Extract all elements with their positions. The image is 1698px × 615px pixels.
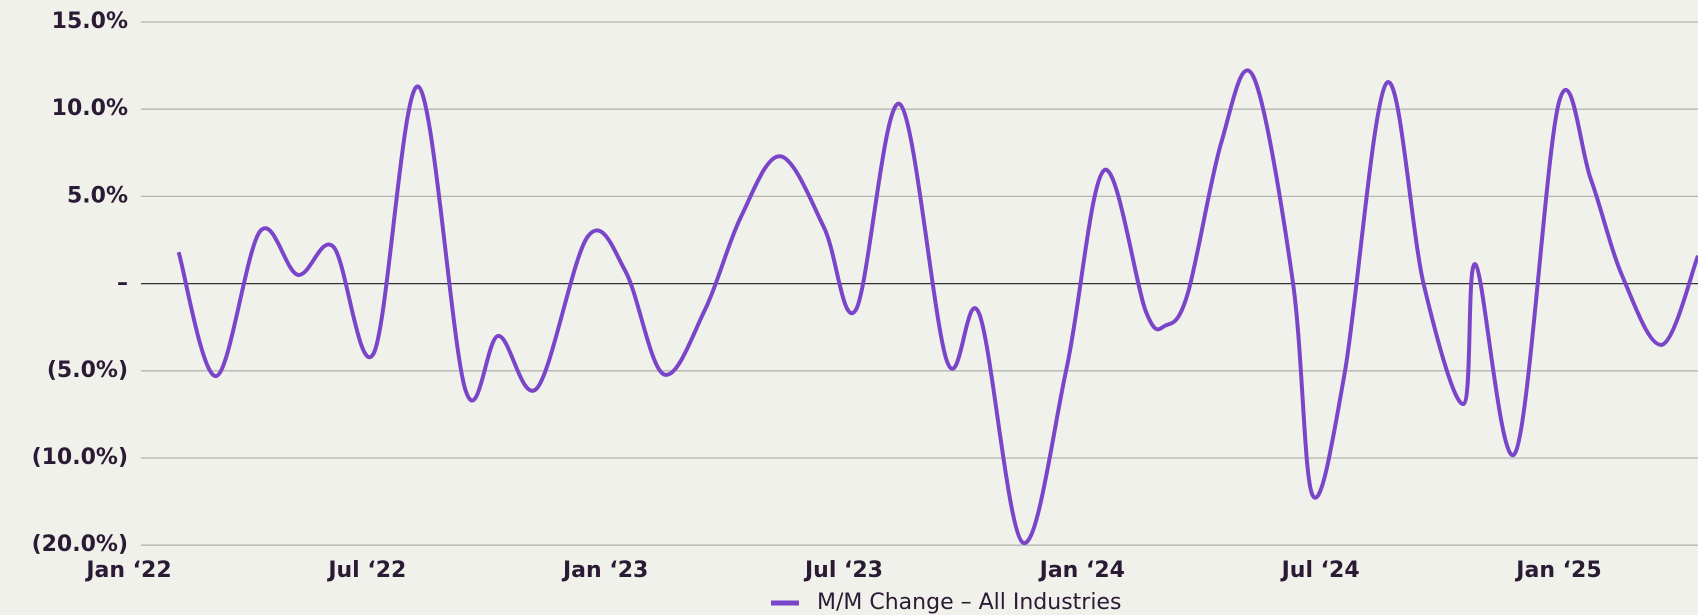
y-tick-label: 15.0%: [52, 9, 128, 34]
x-tick-label: Jan ‘22: [84, 558, 171, 583]
x-tick-label: Jul ‘23: [803, 558, 883, 583]
y-tick-label: –: [117, 271, 128, 296]
legend-label: M/M Change – All Industries: [817, 590, 1121, 615]
x-tick-label: Jan ‘25: [1514, 558, 1601, 583]
x-tick-label: Jul ‘22: [326, 558, 406, 583]
x-tick-label: Jan ‘23: [561, 558, 648, 583]
y-tick-label: (5.0%): [47, 358, 128, 383]
x-tick-label: Jan ‘24: [1038, 558, 1125, 583]
x-tick-label: Jul ‘24: [1280, 558, 1360, 583]
y-tick-label: 5.0%: [67, 183, 128, 208]
line-series: [176, 68, 1698, 545]
y-tick-label: (10.0%): [32, 445, 128, 470]
y-tick-label: (20.0%): [32, 532, 128, 557]
y-tick-label: 10.0%: [52, 96, 128, 121]
